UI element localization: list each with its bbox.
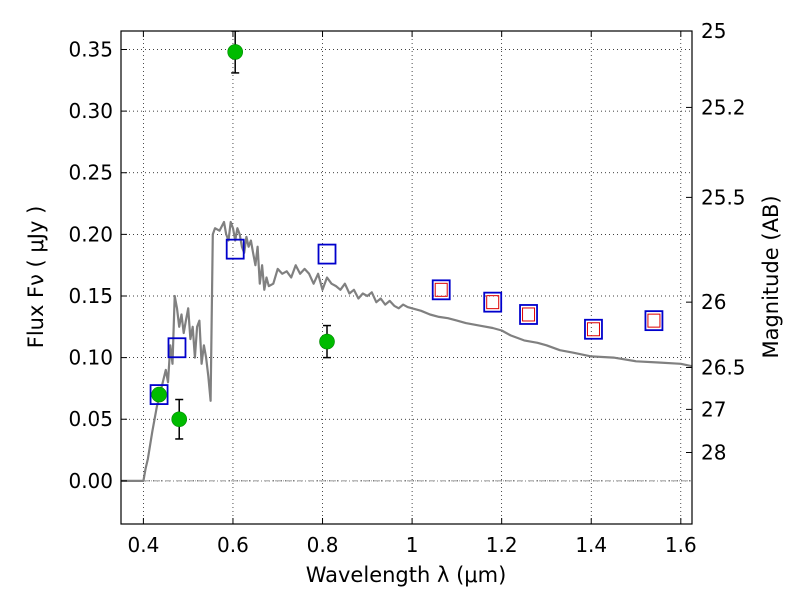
y2-tick-label: 26 [701, 290, 726, 314]
y-tick-label: 0.35 [68, 37, 113, 61]
y-tick-label: 0.05 [68, 407, 113, 431]
observed-point [227, 44, 243, 60]
y2-tick-label: 25.2 [701, 95, 746, 119]
model-photometry-square [483, 291, 503, 313]
model-photometry-square [149, 384, 169, 405]
tick-marks [121, 30, 692, 524]
model-photometry-square [225, 238, 245, 260]
y2-tick-label: 25.5 [701, 185, 746, 209]
data-layer [121, 31, 692, 482]
y-axis-label: Flux Fν ( μJy ) [24, 206, 48, 349]
y2-tick-label: 28 [701, 441, 726, 465]
y-tick-label: 0.25 [68, 161, 113, 185]
x-tick-label: 1.6 [665, 533, 697, 557]
x-tick-label: 0.8 [307, 533, 339, 557]
y-tick-label: 0.20 [68, 222, 113, 246]
observed-point [151, 386, 167, 403]
y-tick-label: 0.30 [68, 99, 113, 123]
tick-labels: 0.4 0.6 0.8 1 1.2 1.4 1.6 0.00 0.05 0.10 0.15 0.20 0… [68, 19, 745, 557]
y2-axis-label: Magnitude (AB) [759, 195, 783, 358]
x-tick-label: 0.4 [127, 533, 159, 557]
y-tick-label: 0.10 [68, 346, 113, 370]
ir-data-square [522, 307, 536, 322]
y-tick-label: 0.00 [68, 469, 113, 493]
y2-tick-label: 25 [701, 19, 726, 43]
model-photometry-square [584, 318, 603, 340]
x-tick-label: 1 [406, 533, 419, 557]
model-photometry-square [431, 279, 451, 301]
y2-tick-label: 26.5 [701, 355, 746, 379]
x-tick-label: 0.6 [217, 533, 249, 557]
ir-data-square [586, 322, 600, 337]
observed-point [319, 333, 335, 350]
model-photometry-square [167, 337, 187, 359]
sed-model-line [121, 220, 692, 482]
model-photometry-square [317, 243, 337, 265]
observed-point [171, 411, 188, 428]
y2-tick-label: 27 [701, 397, 726, 421]
x-tick-label: 1.4 [575, 533, 607, 557]
plot-frame [120, 30, 693, 525]
ir-data-square [434, 282, 448, 297]
model-photometry-square [644, 310, 664, 332]
model-photometry-square [519, 304, 538, 325]
ir-data-square [647, 313, 661, 328]
x-axis-label: Wavelength λ (μm) [306, 563, 507, 587]
y-tick-label: 0.15 [68, 284, 113, 308]
x-tick-label: 1.2 [486, 533, 518, 557]
ir-data-square [486, 295, 500, 310]
